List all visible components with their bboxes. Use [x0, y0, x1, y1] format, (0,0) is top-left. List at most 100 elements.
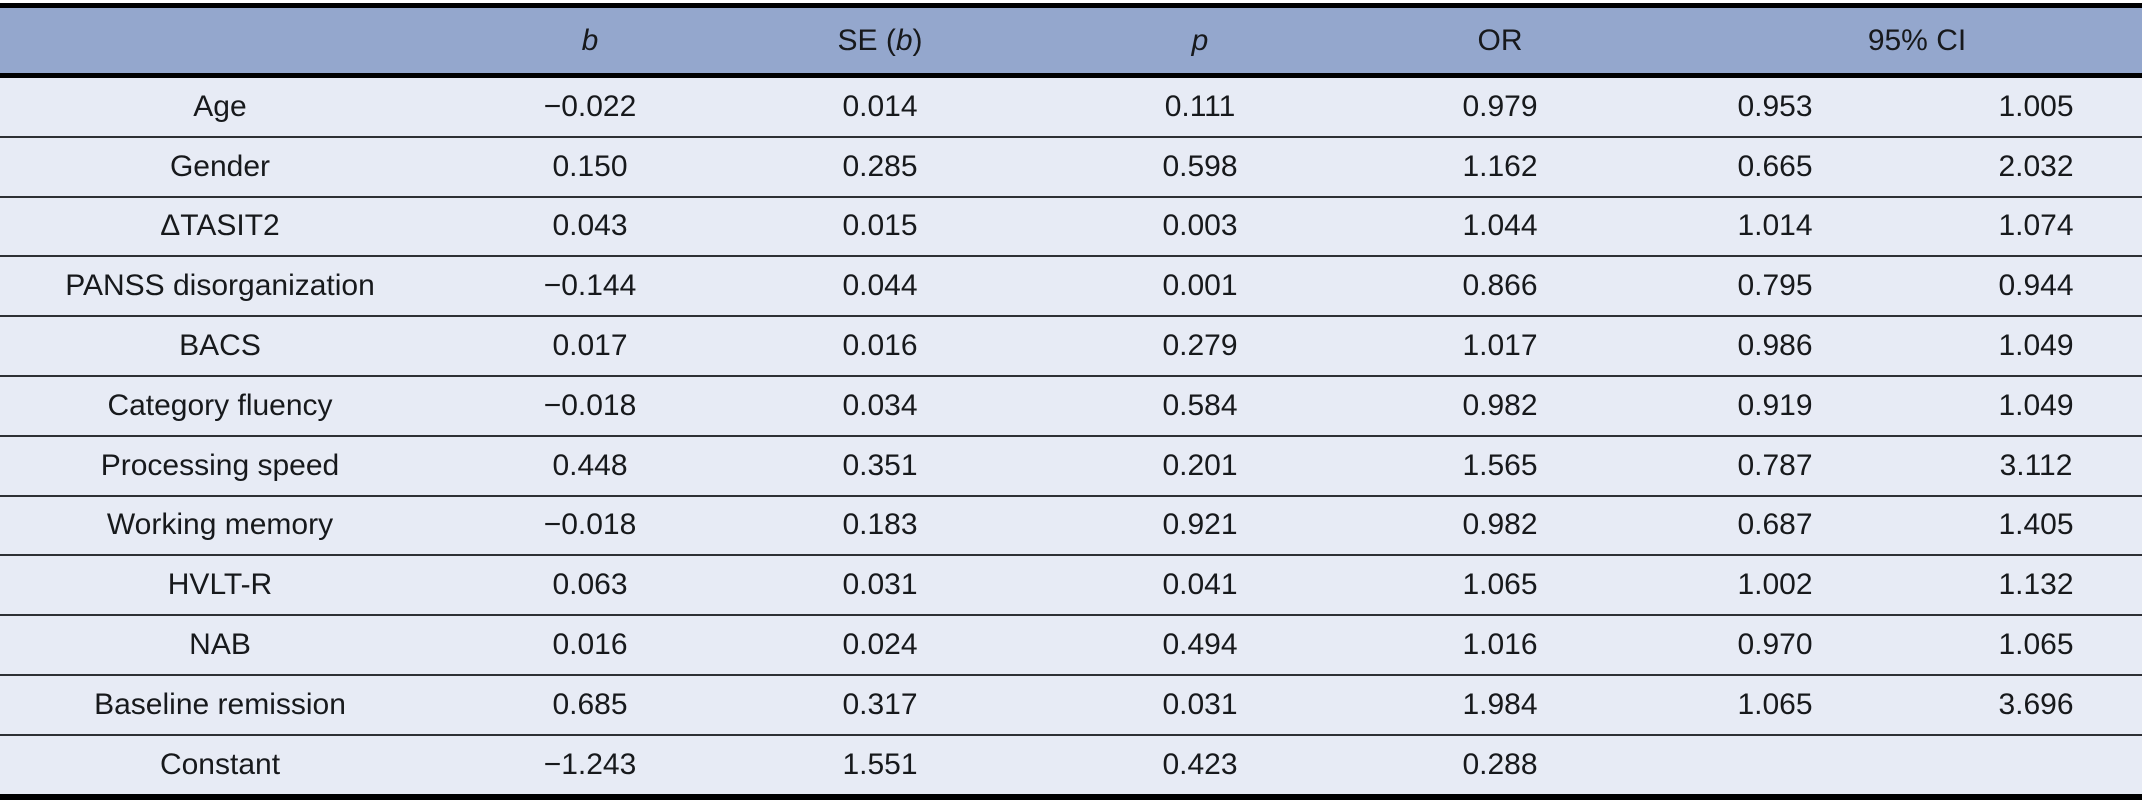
table-row: Category fluency −0.018 0.034 0.584 0.982 0.9…: [0, 374, 2142, 436]
ci-upper-value: 1.405: [1930, 494, 2142, 556]
or-value: 1.016: [1380, 614, 1620, 675]
b-value: 0.043: [440, 195, 740, 257]
regression-results-table: b SE (b) p OR 95% CI Age −0.022 0.014 0.111 0.97…: [0, 3, 2142, 800]
header-cell-b: b: [440, 5, 740, 78]
ci-upper-value: [1930, 733, 2142, 797]
ci-upper-value: 3.112: [1930, 434, 2142, 496]
ci-lower-value: 0.986: [1620, 315, 1930, 376]
header-cell-p: p: [1020, 5, 1380, 78]
se-value: 0.015: [740, 195, 1020, 257]
ci-lower-value: 1.002: [1620, 554, 1930, 616]
se-value: 0.014: [740, 75, 1020, 137]
table-row: Baseline remission 0.685 0.317 0.031 1.984 1.…: [0, 673, 2142, 735]
p-value: 0.001: [1020, 255, 1380, 317]
or-value: 1.065: [1380, 554, 1620, 616]
table-row: HVLT-R 0.063 0.031 0.041 1.065 1.002 1.132: [0, 554, 2142, 616]
ci-lower-value: 0.919: [1620, 374, 1930, 436]
or-value: 0.982: [1380, 494, 1620, 556]
or-value: 0.866: [1380, 255, 1620, 317]
b-value: 0.685: [440, 673, 740, 735]
p-value: 0.584: [1020, 374, 1380, 436]
header-text-segment: p: [1191, 23, 1209, 57]
se-value: 1.551: [740, 733, 1020, 797]
p-value: 0.003: [1020, 195, 1380, 257]
header-text-segment: b: [581, 23, 599, 57]
b-value: 0.448: [440, 434, 740, 496]
ci-lower-value: 0.953: [1620, 75, 1930, 137]
ci-upper-value: 3.696: [1930, 673, 2142, 735]
ci-upper-value: 0.944: [1930, 255, 2142, 317]
or-value: 1.162: [1380, 135, 1620, 197]
se-value: 0.351: [740, 434, 1020, 496]
header-text-segment: SE (: [837, 23, 896, 57]
row-label: NAB: [0, 614, 440, 675]
header-cell-or: OR: [1380, 5, 1620, 78]
or-value: 0.982: [1380, 374, 1620, 436]
ci-upper-value: 1.065: [1930, 614, 2142, 675]
ci-upper-value: 1.005: [1930, 75, 2142, 137]
se-value: 0.034: [740, 374, 1020, 436]
b-value: 0.016: [440, 614, 740, 675]
ci-lower-value: 1.014: [1620, 195, 1930, 257]
p-value: 0.921: [1020, 494, 1380, 556]
or-value: 1.984: [1380, 673, 1620, 735]
header-text-segment: ): [912, 23, 923, 57]
or-value: 0.979: [1380, 75, 1620, 137]
ci-lower-value: 1.065: [1620, 673, 1930, 735]
ci-upper-value: 2.032: [1930, 135, 2142, 197]
ci-lower-value: [1620, 733, 1930, 797]
header-cell-empty: [0, 5, 440, 78]
ci-upper-value: 1.049: [1930, 315, 2142, 376]
table-row: Age −0.022 0.014 0.111 0.979 0.953 1.005: [0, 75, 2142, 137]
se-value: 0.183: [740, 494, 1020, 556]
ci-upper-value: 1.074: [1930, 195, 2142, 257]
ci-lower-value: 0.665: [1620, 135, 1930, 197]
table-row: BACS 0.017 0.016 0.279 1.017 0.986 1.049: [0, 315, 2142, 376]
row-label: Baseline remission: [0, 673, 440, 735]
table-row: Processing speed 0.448 0.351 0.201 1.565 0.78…: [0, 434, 2142, 496]
header-text-segment: 95% CI: [1867, 23, 1967, 57]
p-value: 0.423: [1020, 733, 1380, 797]
b-value: −0.144: [440, 255, 740, 317]
p-value: 0.279: [1020, 315, 1380, 376]
p-value: 0.494: [1020, 614, 1380, 675]
p-value: 0.111: [1020, 75, 1380, 137]
header-cell-se: SE (b): [740, 5, 1020, 78]
ci-upper-value: 1.132: [1930, 554, 2142, 616]
row-label: Processing speed: [0, 434, 440, 496]
b-value: 0.063: [440, 554, 740, 616]
row-label: Working memory: [0, 494, 440, 556]
b-value: 0.150: [440, 135, 740, 197]
se-value: 0.031: [740, 554, 1020, 616]
header-cell-95ci: 95% CI: [1620, 5, 2142, 78]
table-row: Constant −1.243 1.551 0.423 0.288: [0, 733, 2142, 797]
p-value: 0.041: [1020, 554, 1380, 616]
se-value: 0.044: [740, 255, 1020, 317]
ci-lower-value: 0.687: [1620, 494, 1930, 556]
se-value: 0.317: [740, 673, 1020, 735]
p-value: 0.598: [1020, 135, 1380, 197]
or-value: 0.288: [1380, 733, 1620, 797]
table-row: Gender 0.150 0.285 0.598 1.162 0.665 2.032: [0, 135, 2142, 197]
b-value: −0.022: [440, 75, 740, 137]
b-value: 0.017: [440, 315, 740, 376]
header-row: b SE (b) p OR 95% CI: [0, 5, 2142, 78]
b-value: −0.018: [440, 494, 740, 556]
p-value: 0.031: [1020, 673, 1380, 735]
p-value: 0.201: [1020, 434, 1380, 496]
b-value: −1.243: [440, 733, 740, 797]
ci-lower-value: 0.970: [1620, 614, 1930, 675]
or-value: 1.565: [1380, 434, 1620, 496]
ci-lower-value: 0.787: [1620, 434, 1930, 496]
or-value: 1.017: [1380, 315, 1620, 376]
row-label: Category fluency: [0, 374, 440, 436]
row-label: Constant: [0, 733, 440, 797]
ci-lower-value: 0.795: [1620, 255, 1930, 317]
table-row: NAB 0.016 0.024 0.494 1.016 0.970 1.065: [0, 614, 2142, 675]
se-value: 0.285: [740, 135, 1020, 197]
se-value: 0.016: [740, 315, 1020, 376]
row-label: Age: [0, 75, 440, 137]
table-row: Working memory −0.018 0.183 0.921 0.982 0.687…: [0, 494, 2142, 556]
ci-upper-value: 1.049: [1930, 374, 2142, 436]
header-text-segment: OR: [1477, 23, 1523, 57]
